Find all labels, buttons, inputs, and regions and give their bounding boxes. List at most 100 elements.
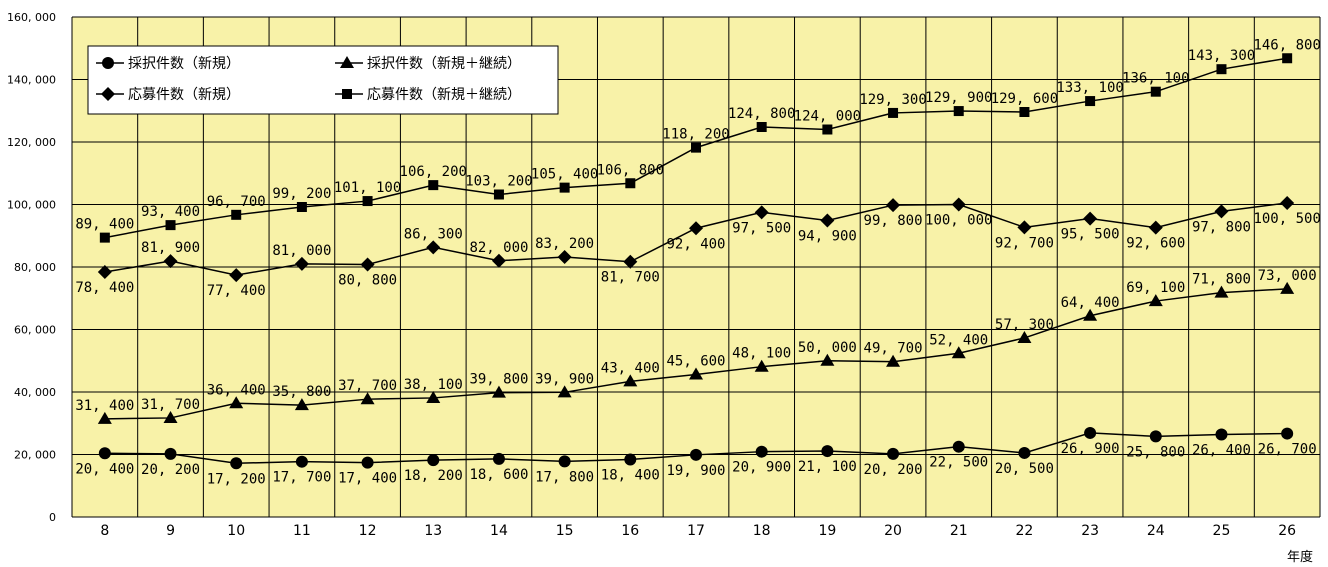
data-point bbox=[361, 456, 374, 469]
data-label: 22, 500 bbox=[929, 455, 988, 471]
data-label: 81, 900 bbox=[141, 240, 200, 256]
data-point bbox=[491, 253, 506, 268]
data-point bbox=[492, 452, 505, 465]
data-point bbox=[951, 346, 966, 359]
y-tick-label: 0 bbox=[49, 511, 56, 524]
x-tick-label: 9 bbox=[166, 523, 175, 539]
data-label: 136, 100 bbox=[1122, 71, 1189, 87]
data-point bbox=[887, 447, 900, 460]
data-label: 99, 800 bbox=[864, 213, 923, 229]
y-tick-label: 20, 000 bbox=[14, 449, 56, 462]
x-tick-label: 12 bbox=[359, 523, 377, 539]
data-point bbox=[691, 142, 701, 153]
x-tick-label: 8 bbox=[100, 523, 109, 539]
data-point bbox=[426, 390, 441, 403]
data-point bbox=[99, 232, 110, 243]
data-label: 39, 900 bbox=[535, 371, 594, 387]
data-label: 129, 900 bbox=[925, 90, 992, 106]
x-tick-label: 19 bbox=[818, 523, 836, 539]
data-point bbox=[953, 106, 964, 117]
data-point bbox=[426, 240, 441, 255]
data-point bbox=[295, 455, 308, 468]
data-label: 106, 800 bbox=[597, 162, 664, 178]
data-label: 64, 400 bbox=[1061, 295, 1120, 311]
data-point bbox=[362, 196, 373, 207]
data-label: 105, 400 bbox=[531, 167, 598, 183]
data-series bbox=[97, 53, 1295, 470]
data-label: 94, 900 bbox=[798, 228, 857, 244]
x-axis-tick-labels: 8 9 10 11 12 13 14 15 16 17 18 19 20 21 22 23 24 25 26 bbox=[100, 523, 1296, 539]
data-point bbox=[98, 447, 111, 460]
data-label: 99, 200 bbox=[272, 186, 331, 202]
data-label: 82, 000 bbox=[469, 240, 528, 256]
data-label: 25, 800 bbox=[1126, 444, 1185, 460]
data-point bbox=[755, 445, 768, 458]
data-label: 129, 600 bbox=[991, 91, 1058, 107]
data-point bbox=[1148, 294, 1163, 307]
data-label: 124, 800 bbox=[728, 106, 795, 122]
data-point bbox=[951, 197, 966, 212]
data-label: 31, 700 bbox=[141, 397, 200, 413]
data-point bbox=[1148, 220, 1163, 235]
data-point bbox=[1150, 86, 1161, 97]
x-tick-label: 23 bbox=[1081, 523, 1099, 539]
data-point bbox=[1280, 281, 1295, 294]
data-point bbox=[689, 221, 703, 236]
data-point bbox=[163, 254, 178, 269]
data-label: 17, 400 bbox=[338, 471, 397, 487]
y-tick-label: 40, 000 bbox=[14, 386, 56, 399]
data-point bbox=[296, 202, 307, 212]
data-label: 78, 400 bbox=[75, 280, 134, 296]
data-label: 92, 700 bbox=[995, 235, 1054, 251]
data-point bbox=[820, 213, 835, 228]
data-label: 129, 300 bbox=[859, 92, 926, 108]
data-point bbox=[820, 353, 835, 366]
x-tick-label: 10 bbox=[227, 523, 245, 539]
x-tick-label: 18 bbox=[753, 523, 771, 539]
data-point bbox=[625, 178, 636, 189]
data-label: 43, 400 bbox=[601, 360, 660, 376]
y-tick-label: 140, 000 bbox=[7, 74, 56, 87]
data-point bbox=[231, 209, 242, 220]
data-point bbox=[1019, 107, 1030, 117]
data-point bbox=[1084, 426, 1097, 439]
x-tick-label: 11 bbox=[293, 523, 311, 539]
data-point bbox=[1282, 53, 1293, 64]
data-point bbox=[1018, 446, 1031, 459]
data-point bbox=[690, 448, 702, 461]
legend-marker bbox=[340, 56, 354, 68]
data-label: 81, 700 bbox=[601, 270, 660, 286]
data-label: 19, 900 bbox=[666, 463, 725, 479]
x-tick-label: 25 bbox=[1213, 523, 1231, 539]
data-point bbox=[294, 398, 309, 411]
data-label: 73, 000 bbox=[1258, 268, 1317, 284]
data-point bbox=[689, 367, 703, 380]
data-point bbox=[97, 265, 112, 279]
data-point bbox=[491, 385, 506, 398]
data-point bbox=[754, 205, 769, 220]
y-tick-label: 100, 000 bbox=[7, 199, 56, 212]
data-label: 49, 700 bbox=[864, 341, 923, 357]
data-point bbox=[886, 198, 901, 213]
data-label: 101, 100 bbox=[334, 180, 401, 196]
data-point bbox=[623, 374, 638, 387]
data-point bbox=[428, 180, 439, 191]
data-point bbox=[1085, 96, 1096, 107]
legend-marker bbox=[102, 57, 114, 69]
data-label: 21, 100 bbox=[798, 459, 857, 475]
data-label: 26, 900 bbox=[1061, 441, 1120, 457]
data-point bbox=[229, 268, 244, 283]
data-point bbox=[624, 453, 637, 466]
data-label: 92, 400 bbox=[666, 236, 725, 252]
data-label: 106, 200 bbox=[400, 164, 467, 180]
data-label: 95, 500 bbox=[1061, 227, 1120, 243]
data-point bbox=[1017, 330, 1032, 343]
data-label: 69, 100 bbox=[1126, 280, 1185, 296]
data-point bbox=[1215, 428, 1228, 441]
x-tick-label: 14 bbox=[490, 523, 508, 539]
data-point bbox=[559, 182, 570, 193]
x-tick-label: 26 bbox=[1278, 523, 1296, 539]
x-tick-label: 22 bbox=[1016, 523, 1034, 539]
legend-marker bbox=[101, 87, 115, 101]
